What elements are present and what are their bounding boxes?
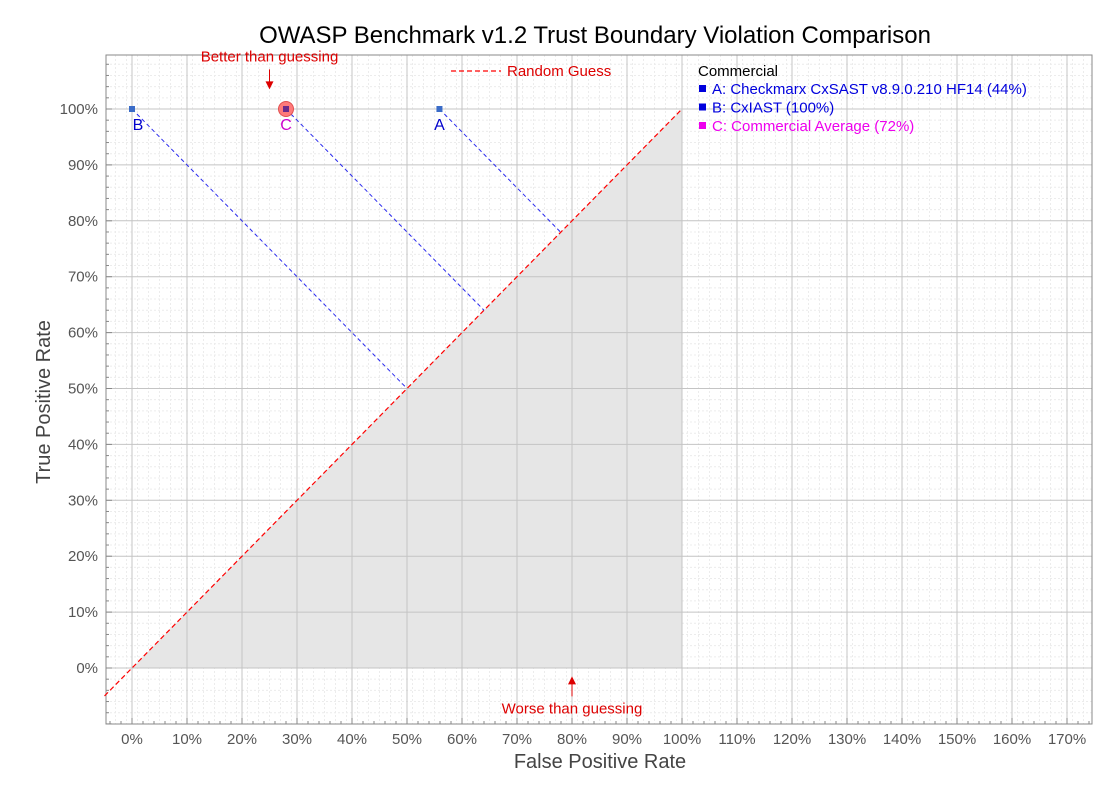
legend-entry: C: Commercial Average (72%) — [712, 118, 914, 135]
y-tick-label: 40% — [68, 436, 98, 453]
x-tick-label: 40% — [337, 731, 367, 748]
x-tick-label: 60% — [447, 731, 477, 748]
plot-area: 0% 10% 20% 30% 40% 50% 60% 70% 80% 90% 100% 110% 120… — [60, 48, 1093, 748]
plot-frame — [105, 54, 1093, 725]
legend-heading: Commercial — [698, 63, 778, 80]
y-tick-label: 90% — [68, 157, 98, 174]
chart-title: OWASP Benchmark v1.2 Trust Boundary Viol… — [259, 22, 931, 49]
random-guess-legend-label: Random Guess — [507, 63, 611, 80]
x-tick-label: 80% — [557, 731, 587, 748]
y-axis-label: True Positive Rate — [33, 320, 55, 484]
annotation-text: Better than guessing — [201, 48, 339, 65]
annotation-arrow-head — [265, 81, 274, 90]
data-point-label: B — [133, 117, 144, 134]
score-line — [131, 108, 408, 389]
y-tick-label: 80% — [68, 213, 98, 230]
legend-swatch — [699, 103, 706, 111]
legend-swatch — [699, 85, 706, 92]
y-tick-label: 10% — [68, 604, 98, 621]
x-tick-label: 130% — [828, 731, 866, 748]
annotation-text: Worse than guessing — [502, 700, 643, 717]
x-tick-label: 100% — [663, 731, 701, 748]
data-point-label: C — [280, 117, 292, 134]
y-tick-label: 100% — [60, 101, 98, 118]
score-line — [285, 108, 485, 311]
x-tick-label: 0% — [121, 731, 143, 748]
y-tick-label: 30% — [68, 492, 98, 509]
y-tick-label: 20% — [68, 548, 98, 565]
data-point — [283, 106, 289, 112]
x-tick-label: 50% — [392, 731, 422, 748]
data-point — [129, 106, 135, 112]
x-tick-label: 150% — [938, 731, 976, 748]
x-tick-label: 170% — [1048, 731, 1086, 748]
legend-entry: B: CxIAST (100%) — [712, 100, 834, 117]
random-guess-line — [104, 108, 683, 697]
x-tick-label: 70% — [502, 731, 532, 748]
x-tick-label: 110% — [718, 731, 755, 748]
annotation-arrow-head — [568, 676, 576, 685]
score-line — [439, 108, 562, 233]
x-tick-label: 160% — [993, 731, 1031, 748]
y-tick-label: 50% — [68, 381, 98, 398]
y-tick-label: 70% — [68, 269, 98, 286]
y-tick-label: 0% — [76, 660, 98, 677]
x-tick-label: 20% — [227, 731, 257, 748]
data-point-label: A — [434, 117, 445, 134]
x-axis-label: False Positive Rate — [514, 751, 686, 773]
x-tick-label: 10% — [172, 731, 202, 748]
x-tick-label: 30% — [282, 731, 312, 748]
legend-entry: A: Checkmarx CxSAST v8.9.0.210 HF14 (44%… — [712, 81, 1027, 98]
x-tick-label: 140% — [883, 731, 921, 748]
legend: Commercial A: Checkmarx CxSAST v8.9.0.21… — [698, 63, 1027, 135]
x-tick-label: 120% — [773, 731, 811, 748]
legend-swatch — [699, 122, 706, 129]
y-tick-label: 60% — [68, 325, 98, 342]
data-point — [436, 106, 443, 112]
x-tick-label: 90% — [612, 731, 642, 748]
